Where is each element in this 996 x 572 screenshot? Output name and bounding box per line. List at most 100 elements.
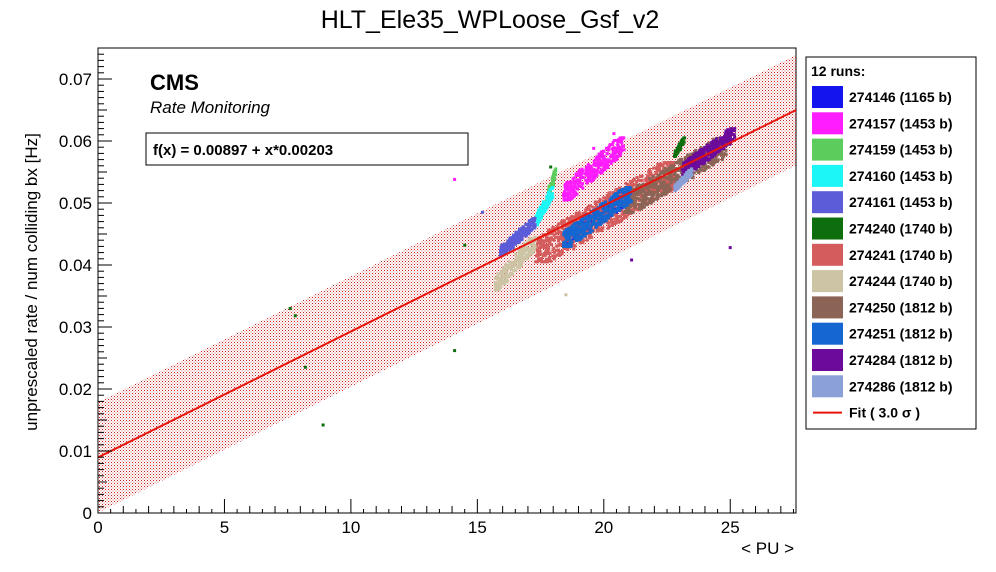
data-point [649,184,653,188]
data-point [631,183,635,187]
data-point [720,147,724,151]
data-point [515,256,519,260]
data-point [700,168,704,172]
data-point [593,176,597,180]
data-point [733,135,737,139]
data-point [567,229,571,233]
data-point [523,256,526,260]
data-point [691,164,695,168]
data-point [524,247,528,251]
data-point [618,186,622,190]
data-point [605,161,609,165]
legend-swatch [812,349,843,371]
data-point [573,184,577,188]
data-point [609,216,613,220]
series-3 [534,186,555,227]
data-point [621,137,624,140]
data-point [670,161,673,165]
data-point [551,175,555,178]
data-point [504,280,508,284]
data-point [649,173,653,177]
data-point [700,151,704,155]
data-point [703,156,707,160]
data-point [572,247,576,251]
data-point [692,158,695,162]
data-point [504,270,508,274]
data-point [668,178,672,182]
data-point [690,167,693,171]
data-point [607,192,611,196]
data-point [527,250,531,254]
data-point [541,209,544,213]
data-point [670,167,674,171]
data-point [614,200,618,204]
data-point [651,190,655,194]
data-point [640,178,644,182]
data-point [502,245,506,249]
chart-title: HLT_Ele35_WPLoose_Gsf_v2 [321,6,660,34]
data-point [551,254,555,258]
data-point [622,216,626,220]
data-point [525,229,529,233]
data-point [605,152,609,156]
data-point [573,231,577,235]
data-point [563,190,567,194]
data-point [531,224,535,228]
x-tick-label: 10 [341,518,360,537]
legend-label: 274146 (1165 b) [849,89,952,105]
data-point [569,216,573,220]
data-point [676,173,680,177]
data-point [535,223,539,227]
data-point [661,170,665,174]
data-point [585,165,588,169]
data-point [596,170,600,174]
data-point [572,226,576,230]
data-point [547,239,550,242]
data-point [540,243,544,247]
data-point [691,162,695,166]
legend-swatch [812,191,843,214]
data-point [643,192,647,196]
data-point [499,249,503,253]
data-point [578,179,582,183]
data-point [521,252,525,256]
data-point [669,174,673,178]
data-point [705,158,709,162]
data-point [675,183,679,187]
data-point [614,193,617,197]
data-point [579,172,583,175]
data-point [672,164,675,168]
data-point [687,168,691,172]
data-point [730,129,734,132]
data-point [633,191,637,195]
data-point [567,227,571,231]
data-point [536,211,540,215]
data-point [714,157,718,160]
data-point [680,180,684,184]
data-point [715,137,718,141]
data-point [655,176,659,180]
data-point [674,149,678,153]
data-point [717,145,721,149]
data-point [612,156,616,160]
data-point [665,163,669,167]
x-tick-label: 5 [220,518,229,537]
data-point [608,144,612,148]
cms-label: CMS [150,70,199,95]
data-point [612,202,616,206]
data-point [597,200,601,203]
outlier-point [288,306,292,310]
data-point [575,226,578,230]
data-point [588,226,592,230]
legend-header: 12 runs: [811,63,865,79]
data-point [550,231,553,235]
data-point [651,178,655,182]
data-point [534,260,538,264]
data-point [716,159,719,163]
data-point [620,187,624,191]
legend-swatch [812,243,843,266]
data-point [632,187,636,191]
data-point [561,227,565,231]
data-point [501,243,505,247]
data-point [585,206,589,210]
